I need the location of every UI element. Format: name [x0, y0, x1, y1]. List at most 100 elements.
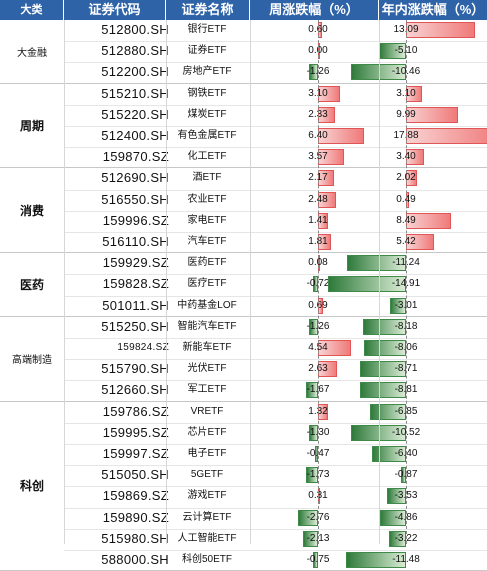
week-change-bar — [314, 446, 318, 462]
table-row: 512660.SH 军工ETF -1.67 -8.81 — [0, 380, 487, 400]
security-code: 512800.SH — [101, 22, 169, 37]
security-name: 人工智能ETF — [177, 532, 237, 544]
security-name: 医药ETF — [187, 257, 227, 269]
security-code: 501011.SH — [102, 297, 169, 313]
table-row: 159890.SZ 云计算ETF -2.76 -4.86 — [0, 508, 487, 528]
security-code: 159996.SZ — [102, 212, 169, 228]
ytd-change-bar — [363, 318, 406, 335]
column-divider — [379, 20, 380, 544]
group-divider — [0, 252, 487, 254]
ytd-change-bar — [390, 297, 406, 314]
header-category: 大类 — [0, 0, 64, 20]
security-code: 159828.SZ — [102, 276, 169, 292]
security-name: 医疗ETF — [187, 278, 227, 290]
table-row: 159828.SZ 医疗ETF -0.72 -14.91 — [0, 274, 487, 294]
ytd-change-bar — [363, 340, 406, 356]
security-code: 516110.SH — [102, 234, 169, 249]
row-divider — [64, 62, 487, 64]
ytd-change-value: -0.87 — [394, 469, 418, 481]
security-name: 游戏ETF — [187, 490, 227, 502]
table-row: 159869.SZ 游戏ETF 0.31 -3.53 — [0, 486, 487, 506]
table-row: 159929.SZ 医药ETF 0.08 -11.24 — [0, 253, 487, 273]
row-divider — [64, 126, 487, 127]
row-divider — [64, 444, 487, 445]
table-row: 512690.SH 酒ETF 2.17 2.02 — [0, 168, 487, 188]
week-change-value: -2.76 — [306, 511, 330, 523]
security-name: 中药基金LOF — [177, 299, 237, 311]
security-code: 159997.SZ — [102, 446, 169, 461]
week-change-value: -0.47 — [306, 448, 330, 459]
row-divider — [64, 465, 487, 467]
row-divider — [64, 189, 487, 191]
table-row: 159870.SZ 化工ETF 3.57 3.40 — [0, 147, 487, 167]
week-change-value: -1.26 — [306, 66, 330, 78]
table-row: 516550.SH 农业ETF 2.48 0.49 — [0, 190, 487, 210]
security-name: 军工ETF — [187, 384, 227, 396]
security-name: 家电ETF — [187, 214, 227, 226]
security-code: 515210.SH — [101, 85, 169, 101]
week-change-bar — [312, 276, 318, 293]
table-row: 515980.SH 人工智能ETF -2.13 -3.22 — [0, 529, 487, 549]
week-change-value: -1.67 — [306, 384, 330, 396]
row-divider — [64, 338, 487, 339]
week-change-bar — [308, 318, 318, 335]
security-code: 512660.SH — [101, 382, 169, 398]
row-divider — [64, 422, 487, 424]
ytd-change-value: -10.52 — [391, 426, 421, 438]
header-week-change: 周涨跌幅（%） — [250, 0, 379, 20]
table-row: 515050.SH 5GETF -1.73 -0.87 — [0, 465, 487, 485]
ytd-change-value: -6.40 — [394, 448, 418, 459]
security-name: VRETF — [190, 405, 224, 417]
security-name: 光伏ETF — [187, 363, 227, 375]
group-divider — [0, 167, 487, 169]
ytd-change-value: -8.81 — [394, 384, 418, 396]
header-code: 证券代码 — [64, 0, 166, 20]
ytd-change-value: -3.01 — [394, 299, 418, 311]
table-row: 512880.SH 证券ETF 0.00 -5.10 — [0, 41, 487, 61]
security-code: 588000.SH — [101, 552, 169, 567]
table-row: 515250.SH 智能汽车ETF -1.26 -8.18 — [0, 317, 487, 337]
security-name: 农业ETF — [187, 193, 227, 205]
security-code: 159995.SZ — [102, 424, 169, 440]
column-divider — [64, 20, 65, 544]
table-row: 516110.SH 汽车ETF 1.81 5.42 — [0, 232, 487, 252]
row-divider — [64, 210, 487, 212]
security-name: 智能汽车ETF — [177, 320, 237, 332]
table-row: 512200.SH 房地产ETF -1.26 -10.46 — [0, 62, 487, 82]
week-change-bar — [305, 382, 318, 399]
security-code: 159869.SZ — [102, 488, 169, 504]
security-code: 515980.SH — [101, 530, 169, 546]
ytd-change-value: -8.06 — [394, 342, 418, 353]
security-code: 512200.SH — [101, 64, 169, 80]
week-change-value: -0.72 — [306, 278, 330, 290]
ytd-change-value: -14.91 — [391, 278, 421, 290]
security-code: 515790.SH — [101, 361, 169, 377]
table-row: 515210.SH 钢铁ETF 3.10 3.10 — [0, 84, 487, 104]
row-divider — [64, 232, 487, 233]
ytd-change-value: -6.85 — [394, 405, 418, 417]
ytd-change-value: -3.53 — [394, 490, 418, 502]
ytd-change-value: -8.71 — [394, 363, 418, 375]
group-divider — [0, 82, 487, 84]
ytd-change-value: -10.46 — [391, 66, 421, 78]
security-name: 化工ETF — [187, 151, 227, 163]
zero-axis-line — [318, 20, 319, 544]
header-name: 证券名称 — [166, 0, 250, 20]
row-divider — [64, 41, 487, 43]
week-change-bar — [298, 509, 318, 526]
ytd-change-bar — [346, 255, 406, 272]
security-name: 钢铁ETF — [187, 87, 227, 99]
week-change-bar — [308, 424, 318, 441]
table-row: 159824.SZ 新能车ETF 4.54 -8.06 — [0, 338, 487, 358]
ytd-change-value: -8.18 — [394, 320, 418, 332]
ytd-change-bar — [351, 64, 406, 81]
security-code: 159824.SZ — [117, 342, 169, 353]
ytd-change-bar — [350, 424, 406, 441]
security-code: 516550.SH — [101, 191, 169, 207]
table-row: 588000.SH 科创50ETF -0.75 -11.48 — [0, 550, 487, 570]
security-name: 煤炭ETF — [187, 108, 227, 120]
security-name: 酒ETF — [192, 172, 222, 184]
ytd-change-bar — [360, 361, 406, 378]
header-ytd-change: 年内涨跌幅（%） — [379, 0, 487, 20]
